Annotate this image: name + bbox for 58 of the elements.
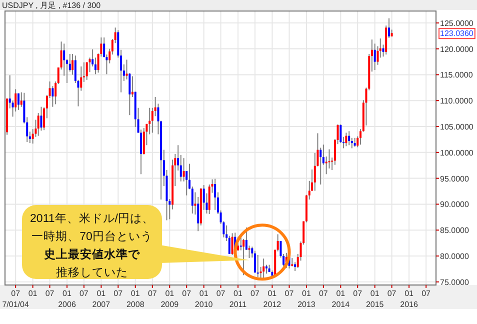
x-tick-label: 01 2007 (92, 289, 111, 309)
x-tick-label: 01 (28, 289, 38, 298)
y-tick-label: 110.0000 (440, 96, 474, 106)
candlestick (231, 232, 234, 256)
candlestick (374, 43, 376, 71)
candlestick (320, 147, 322, 186)
candlestick (17, 92, 20, 110)
x-tick-label: 01 2016 (400, 289, 418, 309)
x-tick-label: 01 2006 (58, 289, 76, 309)
x-tick-label: 01 2011 (229, 289, 248, 309)
y-tick-label: 120.0000 (440, 44, 474, 54)
y-tick-label: 115.0000 (440, 70, 474, 80)
candlestick (52, 86, 54, 108)
x-tick-label: 07 (353, 289, 363, 298)
x-tick-label: 01 2015 (366, 289, 384, 309)
y-tick-label: 90.0000 (440, 200, 470, 210)
x-tick-label: 07 (387, 289, 397, 298)
x-tick-label: 07 (284, 289, 294, 298)
candlestick (197, 196, 200, 232)
candlestick (256, 254, 259, 278)
y-tick-label: 125.0000 (440, 18, 474, 28)
y-tick-label: 95.0000 (440, 174, 470, 184)
candlestick (348, 130, 350, 146)
candlestick (248, 245, 250, 259)
x-tick-label: 07 (80, 289, 89, 298)
y-tick-label: 85.0000 (440, 226, 470, 236)
x-tick-label: 07 (45, 289, 55, 298)
x-tick-label: 01 2009 (160, 289, 180, 309)
candlestick (202, 184, 205, 210)
y-tick-label: 80.0000 (440, 252, 470, 261)
chart-title: USDJPY , 月足 , #136 / 300 (2, 1, 102, 10)
candlestick (388, 18, 390, 38)
x-tick-label: 07 (216, 289, 226, 298)
x-tick-label: 07 (318, 289, 328, 298)
candlestick (242, 238, 245, 276)
x-tick-label: 07 7/01/04 (2, 289, 30, 309)
x-tick-label: 07 (250, 289, 260, 298)
annotation: 2011年、米ドル/円は、一時期、70円台という史上最安値水準で推移していた (30, 212, 154, 279)
x-tick-label: 07 (422, 289, 432, 298)
candlestick (86, 62, 88, 80)
candlestick (148, 107, 151, 135)
x-tick-label: 01 2013 (298, 289, 316, 309)
y-tick-label: 105.0000 (440, 122, 474, 132)
x-tick-label: 07 (182, 289, 192, 298)
x-tick-label: 07 (148, 289, 158, 298)
x-tick-label: 01 2008 (126, 289, 145, 309)
x-tick-label: 01 2014 (332, 289, 350, 309)
y-tick-label: 75.0000 (440, 278, 470, 287)
x-tick-label: 01 2012 (263, 289, 282, 309)
candlestick (72, 53, 74, 76)
candlestick (254, 250, 256, 274)
candlestick (131, 76, 134, 98)
x-tick-label: 01 2010 (194, 289, 214, 309)
candlestick (262, 258, 265, 280)
y-tick-label: 100.0000 (440, 148, 474, 158)
candlestick (345, 132, 348, 147)
x-tick-label: 07 (114, 289, 124, 298)
candlestick (214, 178, 216, 210)
